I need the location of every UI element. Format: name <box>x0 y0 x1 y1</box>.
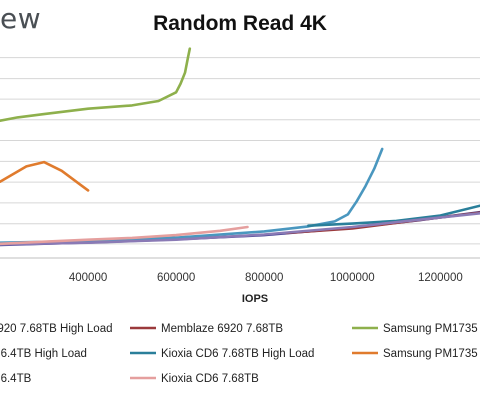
series-line-6 <box>0 212 480 246</box>
chart-title: Random Read 4K <box>153 12 327 35</box>
legend-label-0-1: Memblaze 6920 7.68TB <box>161 323 283 335</box>
series-line-7 <box>0 225 249 246</box>
x-axis-ticks: 400000 600000 800000 1000000 1200000 <box>69 272 463 284</box>
legend-label-0-2: Samsung PM1735 <box>383 323 478 335</box>
x-tick-label-3: 1000000 <box>330 272 375 284</box>
x-tick-label-2: 800000 <box>245 272 283 284</box>
series-line-5 <box>0 160 90 192</box>
series-line-2 <box>0 47 192 122</box>
gridlines <box>0 57 480 259</box>
series-lines <box>0 47 480 247</box>
x-tick-label-0: 400000 <box>69 272 107 284</box>
legend-label-0-0: 6920 7.68TB High Load <box>0 323 112 335</box>
legend: 6920 7.68TB High Load Memblaze 6920 7.68T… <box>0 323 478 385</box>
legend-label-2-1: Kioxia CD6 7.68TB <box>161 373 259 385</box>
legend-label-1-2: Samsung PM1735 <box>383 348 478 360</box>
x-tick-label-1: 600000 <box>157 272 195 284</box>
x-tick-label-4: 1200000 <box>418 272 463 284</box>
brand-logo-fragment: ew <box>0 2 42 35</box>
series-line-3 <box>0 147 384 244</box>
legend-label-1-1: Kioxia CD6 7.68TB High Load <box>161 348 314 360</box>
x-axis-title: IOPS <box>242 293 268 305</box>
legend-label-2-0: 6 6.4TB <box>0 373 32 385</box>
legend-label-1-0: 6 6.4TB High Load <box>0 348 87 360</box>
